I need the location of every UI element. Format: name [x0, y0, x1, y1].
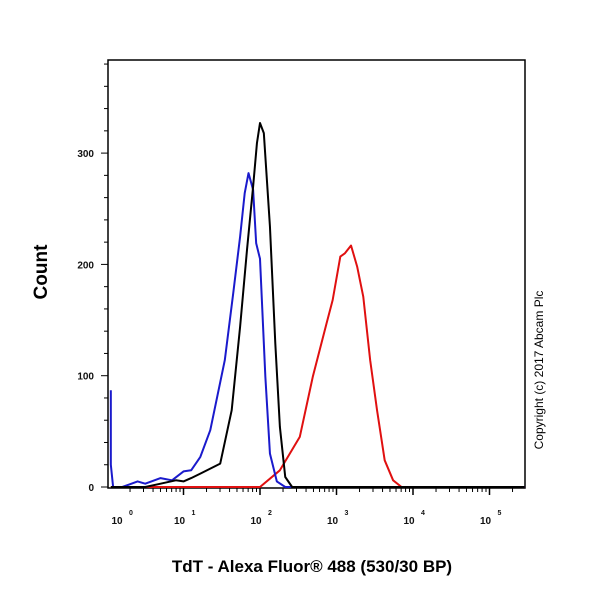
y-tick-label: 100: [77, 372, 94, 383]
x-tick-label-exponent: 3: [345, 510, 349, 517]
x-tick-label-base: 10: [250, 516, 262, 527]
plot-frame: [107, 59, 526, 489]
y-tick-label: 200: [77, 260, 94, 271]
x-tick-label-base: 10: [403, 516, 415, 527]
series-red-line: [110, 244, 525, 488]
x-tick-label-exponent: 1: [192, 510, 196, 517]
x-tick-label-base: 10: [480, 516, 492, 527]
y-tick-label: 300: [77, 149, 94, 160]
x-tick-label-base: 10: [327, 516, 339, 527]
series-black-line: [110, 122, 525, 488]
x-tick-label-base: 10: [111, 516, 123, 527]
x-axis-label: TdT - Alexa Fluor® 488 (530/30 BP): [172, 557, 452, 576]
x-tick-label-exponent: 0: [129, 510, 133, 517]
x-tick-label-exponent: 5: [498, 510, 502, 517]
x-tick-label-base: 10: [174, 516, 186, 527]
copyright-annotation: Copyright (c) 2017 Abcam Plc: [532, 291, 546, 450]
x-tick-label-exponent: 4: [421, 510, 425, 517]
x-tick-label-exponent: 2: [268, 510, 272, 517]
y-tick-label: 0: [88, 483, 94, 494]
y-axis-label: Count: [31, 244, 52, 300]
series-blue-line: [109, 172, 525, 488]
